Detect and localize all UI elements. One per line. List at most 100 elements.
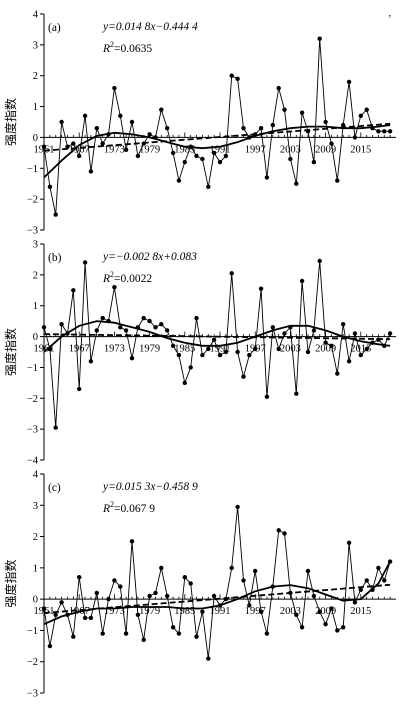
data-point <box>182 159 187 165</box>
data-point <box>211 150 217 156</box>
data-point <box>305 349 311 355</box>
x-tick-label: 1973 <box>104 344 125 355</box>
data-point <box>317 609 322 614</box>
x-tick-label: 2009 <box>315 606 336 617</box>
data-point <box>47 346 53 352</box>
data-point <box>211 337 217 342</box>
data-point <box>282 331 287 336</box>
data-point <box>182 575 187 580</box>
x-tick-label: 1973 <box>104 144 125 155</box>
data-point <box>88 615 94 621</box>
y-tick-label: −2 <box>27 195 38 206</box>
data-point <box>235 504 240 510</box>
data-point <box>247 135 252 140</box>
data-point <box>188 365 193 370</box>
y-tick-label: 4 <box>33 470 39 481</box>
data-point <box>253 568 258 574</box>
r-squared-label: R2=0.0022 <box>102 270 152 285</box>
data-point <box>82 260 88 265</box>
data-point <box>217 352 223 358</box>
r-squared-label: R2=0.067 9 <box>102 500 155 515</box>
data-point <box>129 356 135 361</box>
y-tick-label: 3 <box>33 240 38 251</box>
data-point <box>141 637 146 642</box>
data-point <box>370 587 375 592</box>
data-point <box>77 386 82 392</box>
data-point <box>82 113 88 119</box>
data-point <box>387 331 393 336</box>
y-axis-label: 强度指数 <box>3 328 18 376</box>
data-point <box>235 349 240 355</box>
data-point <box>370 126 375 131</box>
data-point <box>53 612 58 617</box>
data-point <box>329 343 334 348</box>
data-point <box>329 606 334 611</box>
data-point <box>223 349 229 355</box>
r-squared-value: =0.0635 <box>114 43 152 55</box>
series-line <box>43 38 391 215</box>
y-tick-label: −2 <box>27 657 38 668</box>
data-point <box>258 286 264 291</box>
chart-panel-1: −3−2−10123419611967197319791985199119972… <box>3 10 396 237</box>
x-tick-label: 1979 <box>139 606 160 617</box>
data-point <box>106 318 111 324</box>
data-point <box>100 315 105 321</box>
data-point <box>364 107 369 112</box>
data-point <box>135 612 141 617</box>
data-point <box>123 147 129 152</box>
data-point <box>118 325 123 330</box>
series-line <box>43 506 391 659</box>
data-point <box>206 656 211 661</box>
x-tick-label: 2003 <box>280 606 301 617</box>
data-point <box>88 169 94 174</box>
x-tick-label: 1961 <box>34 344 55 355</box>
y-tick-label: −1 <box>27 626 38 637</box>
data-point <box>59 119 64 125</box>
r-symbol: R <box>102 43 110 55</box>
x-tick-label: 2015 <box>350 606 371 617</box>
data-point <box>77 153 82 159</box>
data-point <box>229 73 234 78</box>
data-point <box>88 359 94 364</box>
x-tick-label: 2009 <box>315 344 336 355</box>
data-point <box>335 178 340 183</box>
data-point <box>59 322 64 327</box>
data-point <box>346 79 352 85</box>
data-point <box>100 141 105 146</box>
data-point <box>294 391 299 396</box>
data-point <box>288 590 293 596</box>
data-point <box>170 625 176 630</box>
y-tick-label: −3 <box>27 425 38 436</box>
data-point <box>294 181 299 186</box>
y-tick-label: 2 <box>33 71 38 82</box>
data-point <box>206 346 211 352</box>
data-point <box>41 606 47 611</box>
data-point <box>123 328 129 333</box>
data-point <box>211 593 217 599</box>
r-symbol: R <box>102 273 110 285</box>
data-point <box>47 184 53 189</box>
data-point <box>106 132 111 137</box>
data-point <box>376 565 381 571</box>
data-point <box>153 325 158 330</box>
data-point <box>335 628 340 633</box>
x-tick-label: 1991 <box>210 344 231 355</box>
data-point <box>94 126 100 131</box>
r-squared-value: =0.0022 <box>114 273 152 285</box>
data-point <box>53 425 58 430</box>
y-tick-label: 1 <box>33 563 38 574</box>
data-point <box>170 150 176 156</box>
data-point <box>229 565 234 571</box>
x-tick-label: 2009 <box>315 144 336 155</box>
x-tick-label: 1997 <box>245 606 266 617</box>
data-point <box>165 593 170 599</box>
x-tick-label: 1967 <box>69 144 90 155</box>
data-point <box>341 322 346 327</box>
y-tick-label: 2 <box>33 532 38 543</box>
data-point <box>123 631 129 636</box>
x-tick-label: 1979 <box>139 344 160 355</box>
r-superscript: 2 <box>110 40 114 49</box>
data-point <box>346 359 352 364</box>
y-tick-label: 0 <box>33 332 38 343</box>
data-point <box>200 352 205 358</box>
